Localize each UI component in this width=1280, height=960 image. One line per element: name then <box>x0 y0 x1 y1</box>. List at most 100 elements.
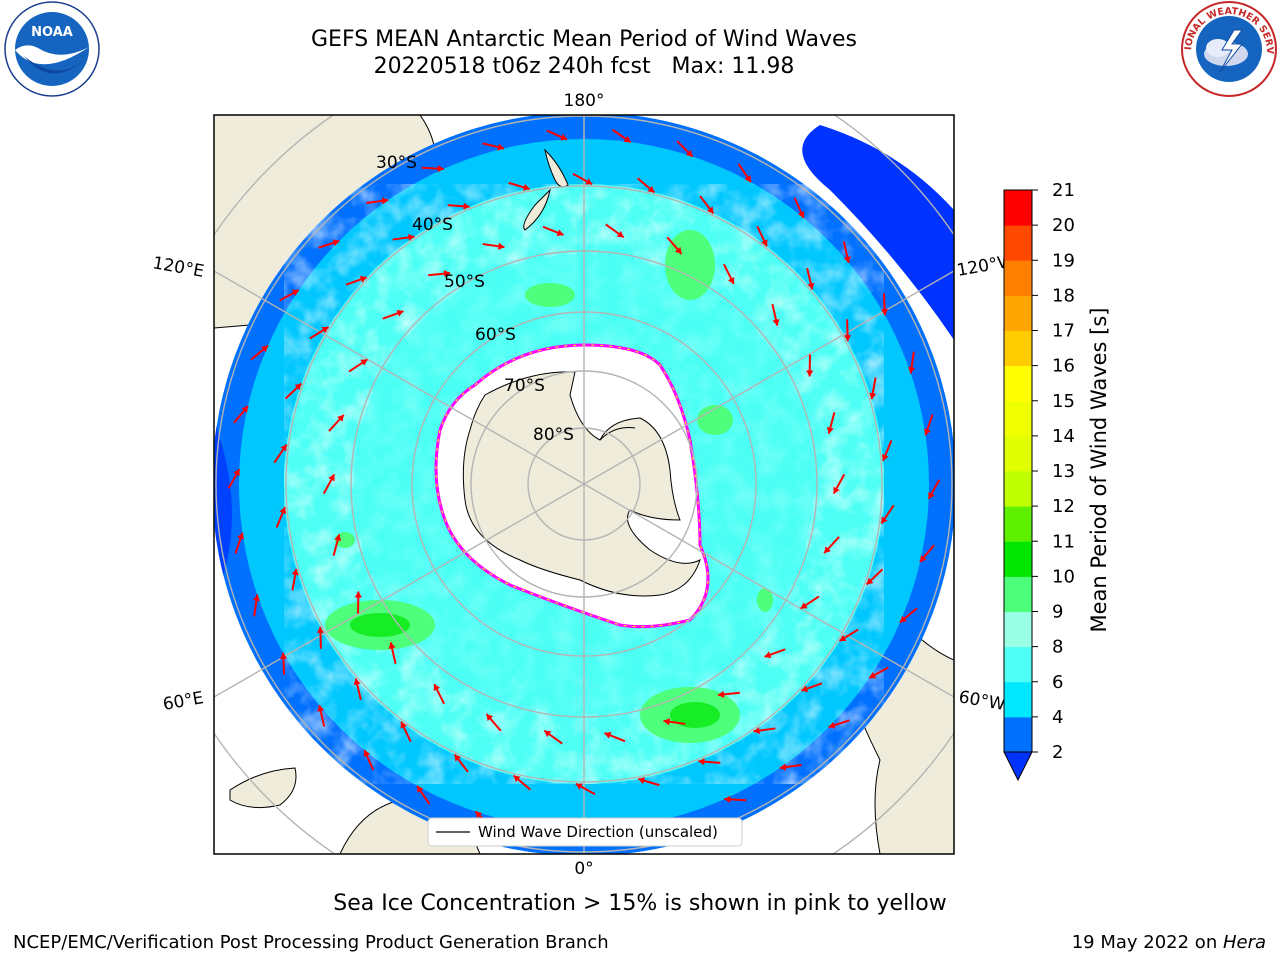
lon-label-lower-right: 60°W <box>957 687 1007 715</box>
wave-direction-arrowhead <box>663 718 670 726</box>
colorbar-segment <box>1004 716 1032 753</box>
wave-direction-arrowhead <box>556 229 564 237</box>
wave-direction-arrowhead <box>575 783 583 790</box>
wave-direction-arrowhead <box>261 345 269 353</box>
wave-direction-arrowhead <box>354 591 362 598</box>
wave-direction-arrowhead <box>353 678 361 686</box>
wave-direction-arrowhead <box>359 275 367 283</box>
lat-label-80s: 80°S <box>533 425 574 445</box>
chart-subtitle: 20220518 t06z 240h fcst Max: 11.98 <box>373 54 795 79</box>
wave-direction-arrowhead <box>408 233 415 242</box>
pacific-dark-region <box>802 125 954 340</box>
colorbar-segment <box>1004 576 1032 612</box>
legend-label: Wind Wave Direction (unscaled) <box>478 823 718 841</box>
credit-line: NCEP/EMC/Verification Post Processing Pr… <box>13 932 609 953</box>
wave-direction-arrowhead <box>280 444 287 452</box>
wave-direction-arrowhead <box>317 705 325 712</box>
wave-direction-arrowhead <box>291 568 299 576</box>
wave-direction-arrowhead <box>923 428 931 436</box>
wave-direction-arrowhead <box>764 651 772 659</box>
antarctica-landmass <box>462 371 701 597</box>
wave-direction-arrowhead <box>919 555 927 562</box>
colorbar-tick-label: 13 <box>1052 461 1075 482</box>
colorbar-tick-label: 20 <box>1052 215 1075 236</box>
colorbar-tick-label: 11 <box>1052 531 1075 552</box>
colorbar-label: Mean Period of Wind Waves [s] <box>1087 308 1111 633</box>
colorbar-segment <box>1004 506 1032 542</box>
wave-direction-arrowhead <box>381 197 389 205</box>
colorbar-segment <box>1004 681 1032 718</box>
wave-direction-arrowhead <box>801 685 809 693</box>
wave-direction-arrowhead <box>463 202 470 210</box>
wave-direction-arrowhead <box>800 602 808 609</box>
wave-direction-arrowhead <box>869 671 877 679</box>
wave-direction-arrowhead <box>279 507 287 515</box>
graticule <box>214 115 954 854</box>
wave-direction-arrowhead <box>753 726 760 735</box>
wave-direction-arrowhead <box>321 326 329 334</box>
map-area: 30°S 40°S 50°S 60°S 70°S 80°S Wind Wave … <box>214 115 954 854</box>
lat-label-60s: 60°S <box>475 325 516 345</box>
lat-label-30s: 30°S <box>376 153 417 173</box>
colorbar-extend-triangle <box>1003 751 1033 782</box>
wave-direction-arrowhead <box>522 183 530 191</box>
wave-direction-arrowhead <box>454 754 462 762</box>
wave-direction-arrowhead <box>513 775 521 783</box>
wave-direction-arrowhead <box>237 532 245 540</box>
date-line: 19 May 2022 on Hera <box>1072 932 1266 953</box>
wave-direction-arrowhead <box>899 615 907 623</box>
wave-direction-arrowhead <box>291 289 299 297</box>
long-period-patches <box>325 230 773 743</box>
colorbar-segment <box>1004 260 1032 296</box>
lat-label-50s: 50°S <box>444 272 485 292</box>
wave-direction-arrowhead <box>826 426 834 434</box>
wave-direction-arrowhead <box>279 652 288 659</box>
wave-direction-arrowhead <box>443 270 451 278</box>
wave-direction-arrowhead <box>337 414 344 422</box>
wave-direction-arrowhead <box>717 690 725 698</box>
wave-direction-arrowhead <box>417 785 424 793</box>
colorbar-tick-label: 19 <box>1052 250 1075 271</box>
wave-direction-arrowhead <box>316 626 325 633</box>
colorbar-segment <box>1004 541 1032 577</box>
colorbar-segment <box>1004 435 1032 472</box>
lon-label-lower-left: 60°E <box>161 688 205 715</box>
wave-direction-arrowhead <box>839 634 847 642</box>
lat-label-70s: 70°S <box>504 376 545 396</box>
map-frame <box>213 114 955 855</box>
date-text: 19 May 2022 on <box>1071 932 1223 953</box>
colorbar-segment <box>1004 190 1032 226</box>
wave-direction-arrowhead <box>907 366 916 374</box>
colorbar-segment <box>1004 471 1032 507</box>
colorbar-tick-label: 2 <box>1052 742 1063 763</box>
colorbar-tick-label: 8 <box>1052 637 1063 658</box>
wave-direction-arrowhead <box>332 239 340 247</box>
wave-direction-arrowhead <box>706 206 714 214</box>
wave-direction-arrowhead <box>363 749 371 757</box>
wave-direction-arrowhead <box>881 516 888 524</box>
colorbar: 2 4 6 8 9 10 11 12 13 14 15 16 17 18 19 20 21 <box>1003 180 1075 782</box>
colorbar-segment <box>1004 611 1032 648</box>
wave-direction-arrowhead <box>252 594 261 602</box>
wave-direction-arrowhead <box>294 383 302 391</box>
wave-direction-arrowhead <box>433 684 441 692</box>
wave-direction-arrowhead <box>585 178 593 185</box>
wave-direction-arrowhead <box>807 282 815 290</box>
wave-direction-arrowhead <box>727 276 735 284</box>
wave-direction-arrowhead <box>674 247 682 254</box>
wind-wave-direction-arrows <box>227 128 941 840</box>
wave-direction-arrowhead <box>560 133 568 141</box>
wave-direction-arrowhead <box>475 811 483 819</box>
colorbar-tick-label: 15 <box>1052 391 1075 412</box>
lon-label-bottom: 0° <box>574 859 593 879</box>
wave-direction-arrowhead <box>437 165 444 173</box>
wave-direction-arrowhead <box>881 453 889 461</box>
colorbar-tick-label: 17 <box>1052 321 1075 342</box>
wave-direction-arrowhead <box>806 370 814 377</box>
colorbar-tick-label: 10 <box>1052 566 1075 587</box>
colorbar-tick-label: 6 <box>1052 672 1063 693</box>
nws-logo: NATIONAL WEATHER SERVICE <box>0 0 1277 97</box>
wave-direction-arrowhead <box>761 239 768 247</box>
colorbar-segment <box>1004 400 1032 437</box>
